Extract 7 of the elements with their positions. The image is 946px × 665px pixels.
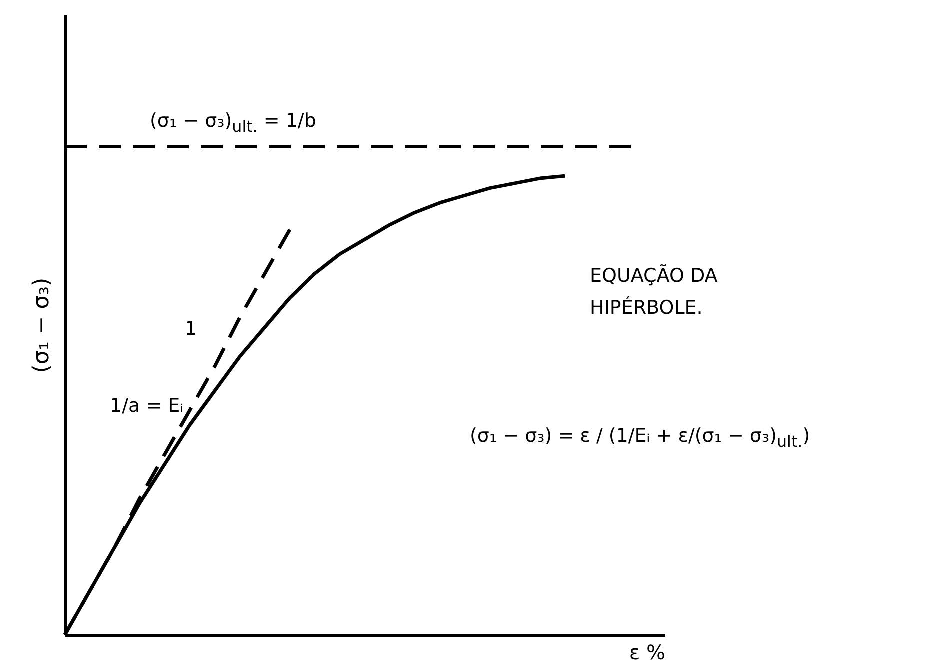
annotation: 1/a = Eᵢ: [110, 395, 184, 417]
text: (σ₁ − σ₃)$_{ult.}$ = 1/b: [150, 110, 316, 136]
y-axis-title: (σ₁ − σ₃): [30, 278, 54, 374]
annotation: 1: [185, 318, 198, 340]
annotation: (σ₁ − σ₃) = ε / (1/Eᵢ + ε/(σ₁ − σ₃)$_{ult.}$): [470, 425, 810, 451]
annotation: EQUAÇÃO DA HIPÉRBOLE.: [590, 264, 719, 321]
x-axis-title: ε %: [629, 640, 666, 664]
